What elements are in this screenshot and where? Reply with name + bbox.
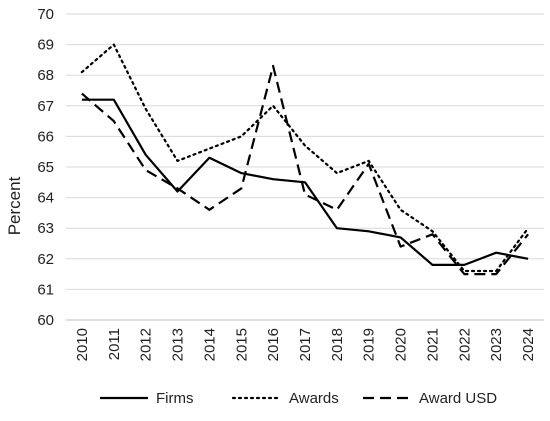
x-tick-label: 2022 xyxy=(456,328,473,361)
x-tick-label: 2017 xyxy=(297,328,314,361)
y-tick-label: 63 xyxy=(37,220,54,237)
y-tick-label: 67 xyxy=(37,98,54,115)
x-tick-label: 2010 xyxy=(74,328,91,361)
y-axis-title: Percent xyxy=(5,176,24,235)
axes: 60 61 62 63 64 65 66 67 68 69 70 2010 2011 2012 2013 20… xyxy=(37,6,544,361)
x-tick-label: 2015 xyxy=(233,328,250,361)
x-tick-label: 2016 xyxy=(265,328,282,361)
x-tick-label: 2014 xyxy=(201,328,218,361)
x-tick-label: 2021 xyxy=(424,328,441,361)
series-line-firms xyxy=(81,98,529,266)
x-tick-label: 2024 xyxy=(520,328,537,361)
series-line-award-usd xyxy=(81,64,529,276)
y-tick-label: 69 xyxy=(37,37,54,54)
legend-label-award-usd: Award USD xyxy=(419,390,497,407)
y-tick-label: 70 xyxy=(37,6,54,23)
y-tick-label: 61 xyxy=(37,281,54,298)
x-tick-label: 2012 xyxy=(138,328,155,361)
y-tick-label: 66 xyxy=(37,128,54,145)
series-lines xyxy=(80,43,530,276)
y-tick-label: 68 xyxy=(37,67,54,84)
x-tick-label: 2020 xyxy=(393,328,410,361)
y-axis-title-group: Percent xyxy=(5,176,24,235)
y-tick-label: 60 xyxy=(37,312,54,329)
x-tick-label: 2011 xyxy=(106,328,123,360)
y-tick-label: 65 xyxy=(37,159,54,176)
y-tick-label: 64 xyxy=(37,190,54,207)
series-line-awards xyxy=(80,43,530,273)
gridlines xyxy=(66,13,544,290)
legend: Firms Awards Award USD xyxy=(100,390,497,407)
x-tick-label: 2013 xyxy=(170,328,187,361)
x-tick-label: 2018 xyxy=(329,328,346,361)
y-tick-label: 62 xyxy=(37,251,54,268)
x-tick-label: 2019 xyxy=(361,328,378,361)
legend-label-awards: Awards xyxy=(289,390,339,407)
legend-label-firms: Firms xyxy=(156,390,194,407)
x-tick-label: 2023 xyxy=(488,328,505,361)
